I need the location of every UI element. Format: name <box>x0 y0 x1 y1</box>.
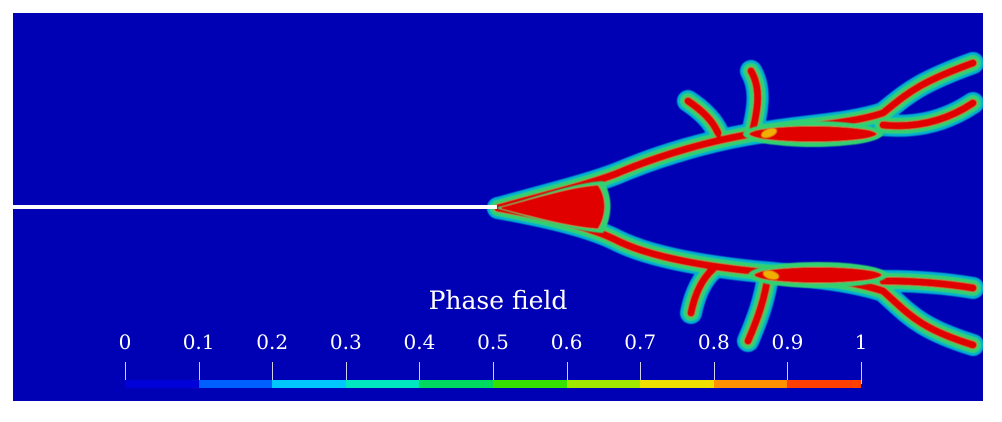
legend-tick-mark <box>566 362 568 384</box>
legend-tick-label: 0.2 <box>256 330 289 354</box>
colorbar-segment <box>345 380 420 388</box>
colorbar-segment <box>713 380 788 388</box>
colorbar-segment <box>125 380 200 388</box>
colorbar-segment <box>419 380 494 388</box>
legend-tick-mark <box>493 362 494 384</box>
legend-tick-mark <box>419 362 421 384</box>
colorbar-segment <box>198 380 273 388</box>
legend-tick-label: 0.9 <box>771 330 804 354</box>
legend-tick-label: 0.7 <box>624 330 657 354</box>
legend-tick-label: 0.4 <box>403 330 436 354</box>
colorbar <box>125 380 862 388</box>
legend-tick-label: 0.3 <box>329 330 362 354</box>
phase-field-plot: Phase field 0 0.1 0.2 0.3 0.4 0.5 0.6 0.7 0.8 0.9… <box>13 13 983 401</box>
legend-tick-mark <box>640 362 642 384</box>
legend-tick-mark <box>787 362 789 384</box>
legend-tick-mark <box>713 362 715 384</box>
colorbar-segment <box>787 380 862 388</box>
colorbar-segment <box>640 380 715 388</box>
colorbar-segment <box>272 380 347 388</box>
colorbar-segment <box>493 380 568 388</box>
colorbar-segment <box>566 380 641 388</box>
legend-tick-mark <box>345 362 347 384</box>
legend-tick-label: 0.8 <box>697 330 730 354</box>
legend-tick-mark <box>272 362 274 384</box>
legend-tick-label: 1 <box>854 330 868 354</box>
legend-tick-label: 0 <box>118 330 132 354</box>
legend-tick-mark <box>198 362 200 384</box>
legend-tick-mark <box>861 362 862 384</box>
legend-tick-label: 0.6 <box>550 330 583 354</box>
legend-tick-label: 0.5 <box>477 330 509 354</box>
legend-tick-label: 0.1 <box>182 330 215 354</box>
legend-tick-mark <box>125 362 126 384</box>
legend-title: Phase field <box>428 286 568 315</box>
crack-pattern <box>13 52 983 356</box>
